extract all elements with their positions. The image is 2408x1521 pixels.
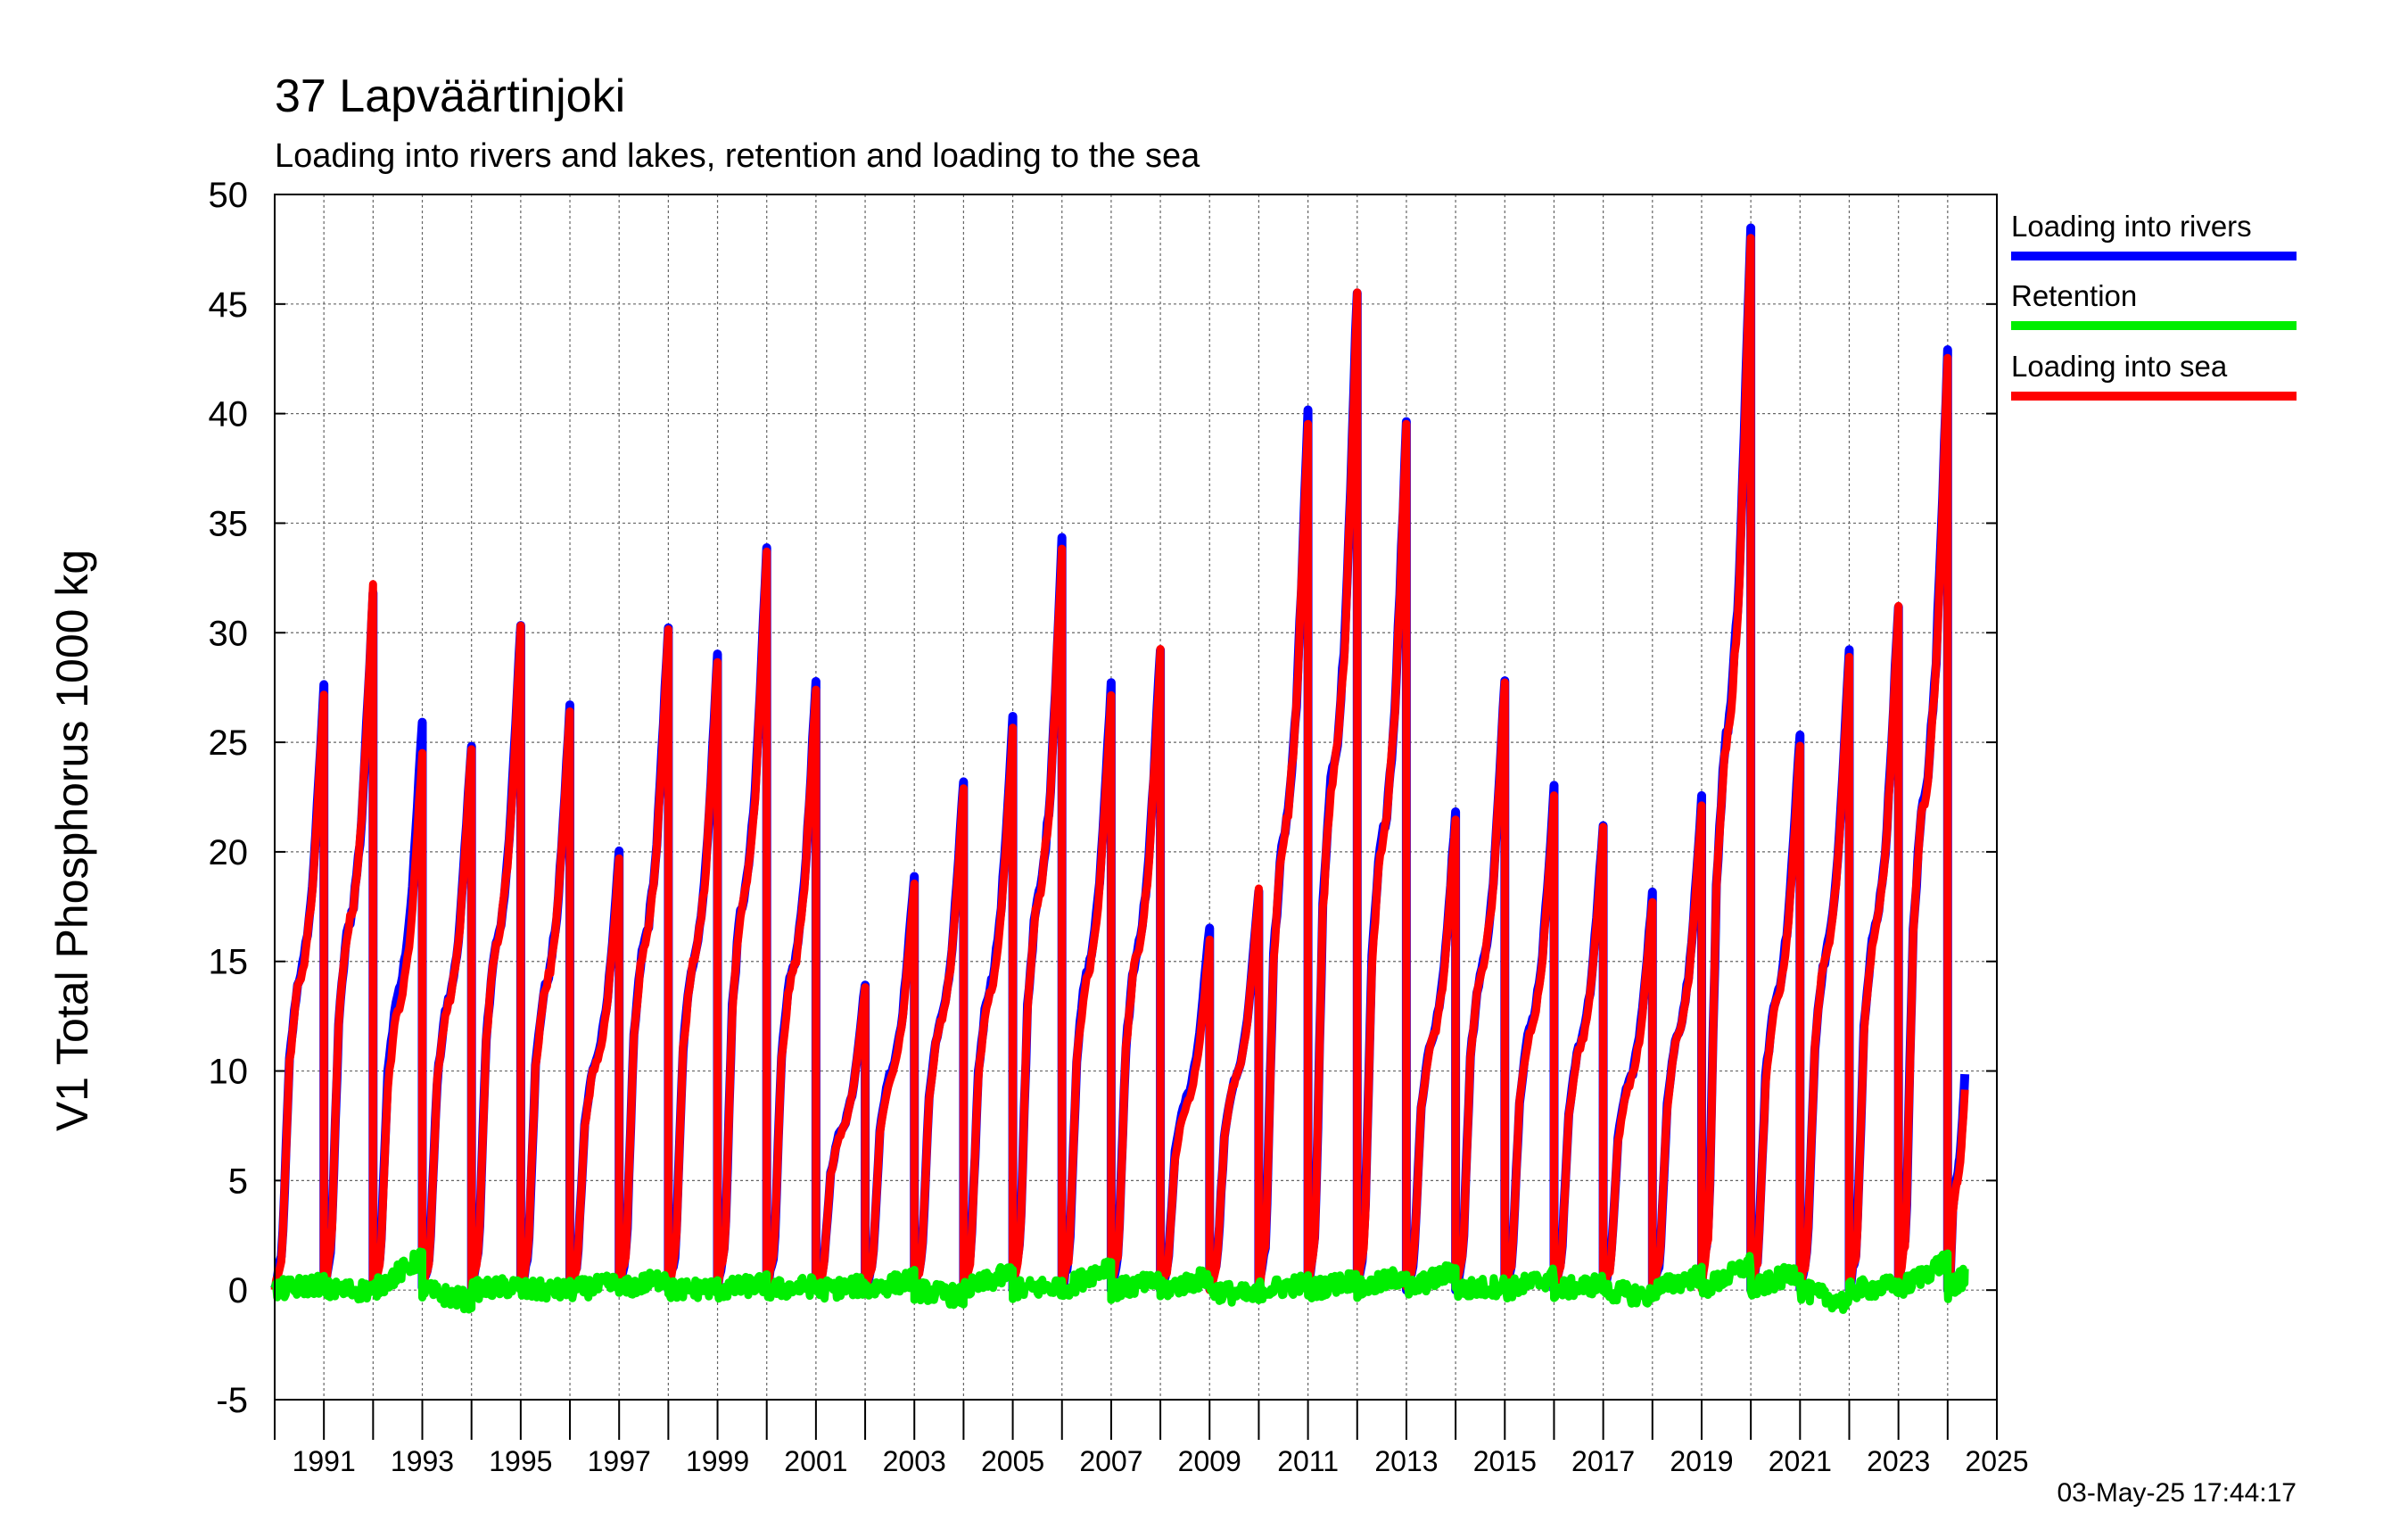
x-tick-label: 2005 <box>981 1445 1044 1477</box>
x-tick-label: 2021 <box>1769 1445 1832 1477</box>
legend-label: Loading into rivers <box>2011 210 2252 243</box>
y-tick-label: 20 <box>209 833 249 872</box>
y-tick-label: 40 <box>209 395 249 434</box>
y-tick-label: 0 <box>228 1271 248 1310</box>
x-tick-label: 1999 <box>686 1445 749 1477</box>
x-tick-label: 1993 <box>391 1445 454 1477</box>
x-tick-label: 2013 <box>1374 1445 1438 1477</box>
y-tick-label: 35 <box>209 504 249 543</box>
plot-frame <box>274 194 1998 1401</box>
y-tick-label: 15 <box>209 943 249 982</box>
series-line-loading-into-sea <box>270 234 1969 1294</box>
y-tick-label: 30 <box>209 614 249 653</box>
legend-label: Retention <box>2011 279 2137 312</box>
x-tick-label: 1995 <box>489 1445 552 1477</box>
y-tick-label: 45 <box>209 285 249 325</box>
x-tick-label: 2001 <box>784 1445 847 1477</box>
x-tick-label: 2007 <box>1079 1445 1142 1477</box>
x-tick-label: 2011 <box>1277 1445 1339 1477</box>
x-tick-label: 2003 <box>883 1445 946 1477</box>
x-tick-label: 2023 <box>1867 1445 1930 1477</box>
timestamp: 03-May-25 17:44:17 <box>2057 1478 2297 1508</box>
y-tick-label: 10 <box>209 1053 249 1092</box>
y-axis-label: V1 Total Phosphorus 1000 kg <box>47 550 97 1131</box>
y-tick-label: -5 <box>216 1381 248 1420</box>
x-tick-label: 1997 <box>588 1445 651 1477</box>
x-tick-label: 2019 <box>1670 1445 1733 1477</box>
x-tick-label: 2025 <box>1965 1445 2028 1477</box>
legend: Loading into rivers Retention Loading into… <box>2011 210 2297 401</box>
chart-subtitle: Loading into rivers and lakes, retention… <box>275 137 1200 175</box>
chart-title: 37 Lapväärtinjoki <box>275 70 625 122</box>
x-tick-label: 2015 <box>1473 1445 1537 1477</box>
x-tick-label: 2017 <box>1571 1445 1635 1477</box>
x-tick-label: 2009 <box>1178 1445 1241 1477</box>
x-tick-label: 1991 <box>293 1445 356 1477</box>
series-layer <box>270 223 1970 1314</box>
series-line-retention <box>270 1247 1969 1314</box>
y-tick-label: 50 <box>209 176 249 215</box>
y-tick-label: 5 <box>228 1161 248 1201</box>
legend-label: Loading into sea <box>2011 350 2228 383</box>
y-tick-label: 25 <box>209 723 249 763</box>
